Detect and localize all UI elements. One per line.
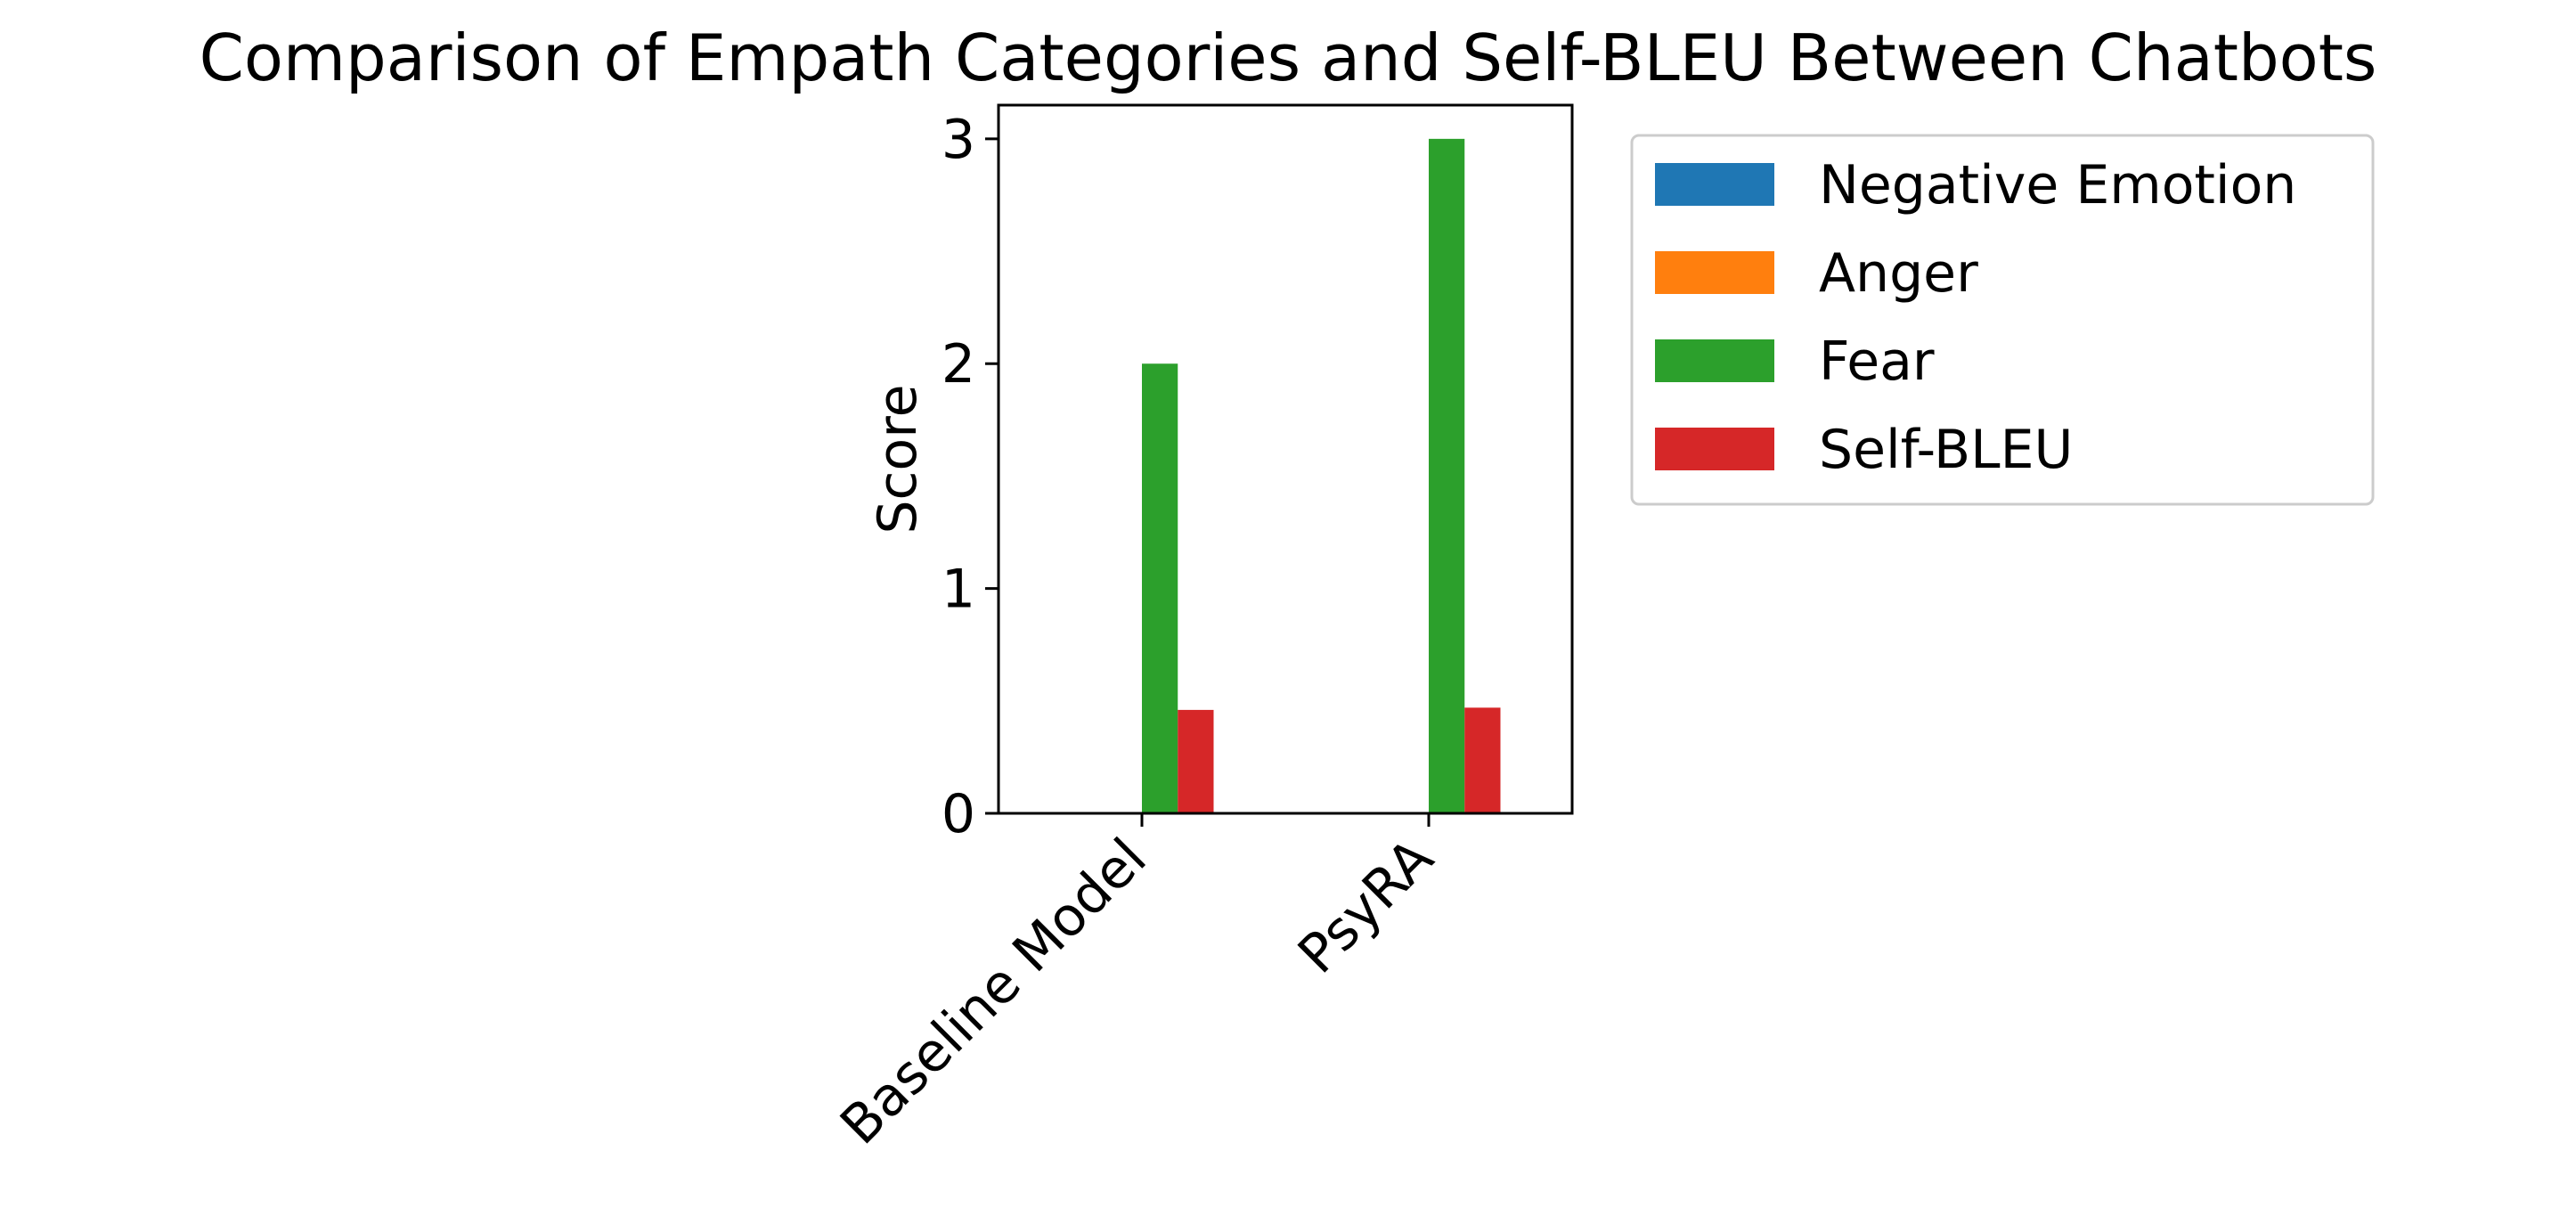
plot-area: 0 1 2 3 Baseline Model PsyRA: [828, 103, 1574, 1156]
legend-swatch: [1655, 251, 1774, 294]
legend-swatch: [1655, 163, 1774, 206]
legend-frame: [1630, 134, 2375, 506]
x-tick-label: Baseline Model: [828, 827, 1158, 1156]
bar-fear-baseline-model: [1142, 363, 1178, 813]
legend-label: Anger: [1819, 242, 1978, 305]
y-tick-label: 2: [942, 333, 975, 396]
y-tick-label: 0: [942, 783, 975, 845]
bar-fear-psyra: [1429, 138, 1465, 813]
bar-self-bleu-psyra: [1464, 707, 1501, 813]
legend-label: Negative Emotion: [1819, 154, 2296, 216]
legend-label: Fear: [1819, 330, 1935, 393]
chart-title: Comparison of Empath Categories and Self…: [200, 20, 2377, 95]
y-tick-label: 3: [942, 109, 975, 171]
legend-label: Self-BLEU: [1819, 419, 2073, 481]
bar-self-bleu-baseline-model: [1178, 709, 1214, 813]
axes-frame: [997, 103, 1574, 815]
legend-swatch: [1655, 428, 1774, 470]
y-axis-label: Score: [867, 384, 929, 534]
legend: Negative Emotion Anger Fear Self-BLEU: [1630, 134, 2375, 506]
legend-swatch: [1655, 339, 1774, 382]
y-tick-label: 1: [942, 559, 975, 621]
x-tick-label: PsyRA: [1286, 827, 1445, 985]
